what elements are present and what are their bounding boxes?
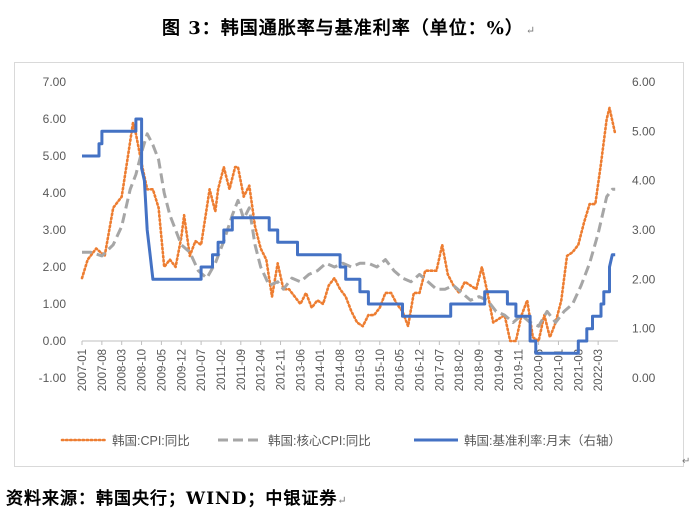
y-left-tick-label: -1.00	[39, 371, 67, 385]
x-tick-label: 2007-01	[77, 349, 89, 391]
x-tick-label: 2009-12	[176, 349, 188, 391]
return-mark: ↵	[525, 24, 537, 37]
x-tick-label: 2008-03	[117, 349, 129, 391]
y-right-tick-label: 3.00	[632, 223, 656, 237]
x-tick-label: 2016-12	[414, 349, 426, 391]
chart-legend: 韩国:CPI:同比 韩国:核心CPI:同比 韩国:基准利率:月末（右轴）	[60, 433, 621, 448]
y-left-tick-label: 4.00	[43, 186, 67, 200]
y-left-tick-label: 6.00	[43, 112, 67, 126]
y-left-tick-label: 1.00	[43, 297, 67, 311]
chart-series	[80, 106, 617, 355]
x-tick-label: 2011-09	[236, 349, 248, 390]
x-tick-label: 2019-11	[514, 349, 526, 390]
x-tick-label: 2018-02	[454, 349, 466, 391]
chart-frame	[14, 62, 684, 467]
x-tick-label: 2019-04	[494, 348, 506, 391]
x-tick-label: 2011-02	[216, 349, 228, 390]
series-line-3	[82, 117, 616, 355]
x-tick-label: 2012-04	[256, 348, 268, 391]
y-right-tick-label: 4.00	[632, 174, 656, 188]
x-tick-label: 2016-05	[395, 349, 407, 391]
y-left-tick-label: 5.00	[43, 149, 67, 163]
x-tick-label: 2022-03	[593, 349, 605, 391]
source-text: 资料来源：韩国央行；WIND；中银证券	[6, 489, 338, 509]
x-tick-label: 2009-05	[156, 349, 168, 391]
y-right-tick-label: 1.00	[632, 322, 656, 336]
x-tick-label: 2012-11	[276, 349, 288, 390]
legend-label-3: 韩国:基准利率:月末（右轴）	[464, 433, 621, 448]
x-tick-label: 2015-10	[375, 349, 387, 391]
y-right-tick-label: 5.00	[632, 124, 656, 138]
y-right-tick-label: 2.00	[632, 272, 656, 286]
x-tick-label: 2010-07	[196, 349, 208, 391]
series-line-1	[80, 106, 617, 343]
x-tick-label: 2008-10	[137, 349, 149, 391]
x-tick-label: 2017-07	[434, 349, 446, 391]
chart-title-text: 图 3：韩国通胀率与基准利率（单位：%）	[161, 18, 524, 39]
x-tick-label: 2020-06	[534, 349, 546, 391]
legend-label-1: 韩国:CPI:同比	[112, 433, 190, 448]
x-tick-label: 2021-08	[573, 349, 585, 391]
chart-axes: -1.00 0.00 1.00 2.00 3.00 4.00 5.00 6.00 7.00 0.0…	[39, 75, 656, 391]
y-left-tick-label: 0.00	[43, 334, 67, 348]
x-tick-label: 2014-01	[315, 349, 327, 391]
x-tick-label: 2007-08	[97, 349, 109, 391]
x-tick-label: 2021-01	[553, 349, 565, 391]
frame-return-mark: ↵	[682, 456, 691, 467]
x-tick-label: 2018-09	[474, 349, 486, 391]
legend-label-2: 韩国:核心CPI:同比	[268, 433, 371, 448]
series-line-2	[82, 132, 616, 328]
y-left-tick-label: 2.00	[43, 260, 67, 274]
y-right-tick-label: 6.00	[632, 75, 656, 89]
x-tick-label: 2014-08	[335, 349, 347, 391]
y-right-tick-label: 0.00	[632, 371, 656, 385]
chart-title: 图 3：韩国通胀率与基准利率（单位：%） ↵	[0, 14, 698, 40]
y-left-tick-label: 3.00	[43, 223, 67, 237]
source-note: 资料来源：韩国央行；WIND；中银证券↵	[6, 484, 348, 509]
source-return-mark: ↵	[337, 494, 348, 507]
x-tick-label: 2015-03	[355, 349, 367, 391]
x-tick-label: 2013-06	[295, 349, 307, 391]
y-left-tick-label: 7.00	[43, 75, 67, 89]
